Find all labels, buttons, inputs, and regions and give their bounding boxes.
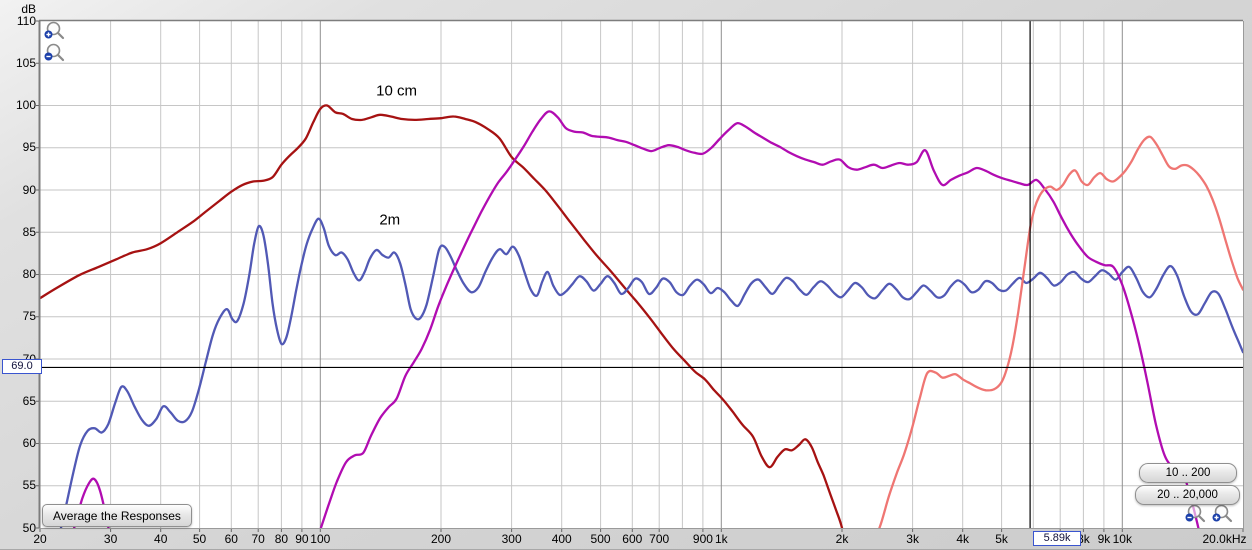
x-tick-label: 60 — [224, 532, 238, 546]
x-tick-label: 40 — [154, 532, 168, 546]
x-tick-label: 400 — [551, 532, 572, 546]
average-responses-button[interactable]: Average the Responses — [42, 504, 192, 527]
range-10-200-button[interactable]: 10 .. 200 — [1139, 463, 1237, 483]
y-tick-label: 85 — [22, 224, 36, 239]
x-tick-label: 10k — [1112, 532, 1132, 546]
y-tick-label: 75 — [22, 309, 36, 324]
zoom-in-icon[interactable] — [1211, 503, 1233, 525]
x-tick-label: 9k — [1097, 532, 1111, 546]
range-20-20000-button[interactable]: 20 .. 20,000 — [1135, 485, 1240, 505]
x-tick-label: 500 — [590, 532, 611, 546]
y-tick-label: 95 — [22, 140, 36, 155]
curve-label: 2m — [379, 211, 401, 229]
x-tick-label: 600 — [622, 532, 643, 546]
x-tick-label: 80 — [274, 532, 289, 546]
y-tick-label: 105 — [15, 55, 36, 70]
x-tick-label: 20 — [33, 532, 47, 546]
zoom-in-icon[interactable] — [43, 20, 65, 42]
x-tick-label: 50 — [192, 532, 207, 546]
x-tick-label: 1k — [714, 532, 728, 546]
x-tick-label: 200 — [430, 532, 452, 546]
y-tick-label: 55 — [22, 478, 36, 493]
y-tick-label: 110 — [16, 13, 36, 28]
x-tick-label: 4k — [956, 532, 970, 546]
cursor-db-readout: 69.0 — [2, 359, 42, 375]
cursor-freq-readout: 5.89k — [1033, 531, 1082, 546]
y-tick-label: 80 — [22, 267, 36, 281]
y-axis-unit-label: dB — [21, 2, 36, 16]
zoom-out-icon[interactable] — [43, 42, 65, 64]
x-tick-label: 20.0kHz — [1202, 532, 1247, 546]
x-tick-label: 300 — [501, 532, 522, 546]
x-tick-label: 30 — [103, 532, 118, 546]
x-tick-label: 70 — [251, 532, 265, 546]
x-tick-label: 5k — [995, 532, 1008, 546]
x-tick-label: 90 — [295, 532, 309, 546]
y-tick-label: 50 — [22, 520, 36, 535]
y-tick-label: 65 — [22, 393, 36, 408]
zoom-out-icon[interactable] — [1184, 503, 1206, 525]
y-tick-label: 100 — [15, 98, 36, 112]
x-tick-label: 3k — [906, 532, 919, 546]
y-tick-label: 90 — [22, 182, 36, 197]
x-tick-label: 700 — [649, 532, 670, 546]
y-tick-label: 60 — [22, 436, 36, 450]
x-tick-label: 2k — [835, 532, 849, 546]
curve-label: 10 cm — [376, 82, 418, 100]
x-tick-label: 100 — [310, 532, 331, 546]
x-tick-label: 900 — [692, 532, 713, 546]
